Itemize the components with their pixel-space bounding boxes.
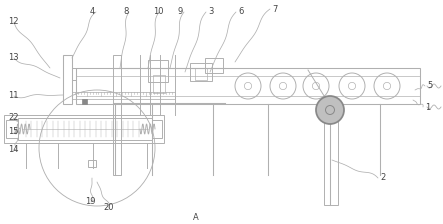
Bar — [76, 68, 420, 104]
Text: 10: 10 — [153, 7, 163, 17]
Bar — [88, 160, 96, 167]
Text: 11: 11 — [8, 91, 19, 101]
Text: 15: 15 — [8, 127, 19, 136]
Bar — [190, 63, 212, 81]
Text: 19: 19 — [85, 198, 96, 207]
Bar — [72, 92, 175, 99]
Bar — [153, 75, 165, 93]
Text: 6: 6 — [238, 7, 243, 17]
Text: 14: 14 — [8, 146, 19, 155]
Text: 8: 8 — [123, 7, 128, 17]
Text: 20: 20 — [103, 203, 113, 213]
Bar — [6, 120, 18, 138]
Text: 1: 1 — [425, 103, 430, 112]
Bar — [324, 115, 338, 205]
Bar — [205, 58, 223, 73]
Text: 9: 9 — [178, 7, 183, 17]
Text: 4: 4 — [90, 7, 95, 17]
Text: 22: 22 — [8, 114, 19, 123]
Text: 12: 12 — [8, 17, 19, 26]
Text: 7: 7 — [272, 4, 277, 13]
Bar — [152, 120, 162, 138]
Text: A: A — [193, 213, 199, 222]
Bar — [82, 99, 87, 104]
Circle shape — [316, 96, 344, 124]
Bar — [113, 55, 121, 175]
Text: 5: 5 — [427, 82, 432, 90]
Bar — [4, 115, 164, 143]
Text: 2: 2 — [380, 174, 385, 183]
Bar — [195, 68, 207, 80]
Bar — [63, 55, 72, 104]
Text: 3: 3 — [208, 7, 214, 17]
Bar — [18, 118, 152, 140]
Text: 13: 13 — [8, 54, 19, 62]
Bar — [148, 60, 168, 82]
